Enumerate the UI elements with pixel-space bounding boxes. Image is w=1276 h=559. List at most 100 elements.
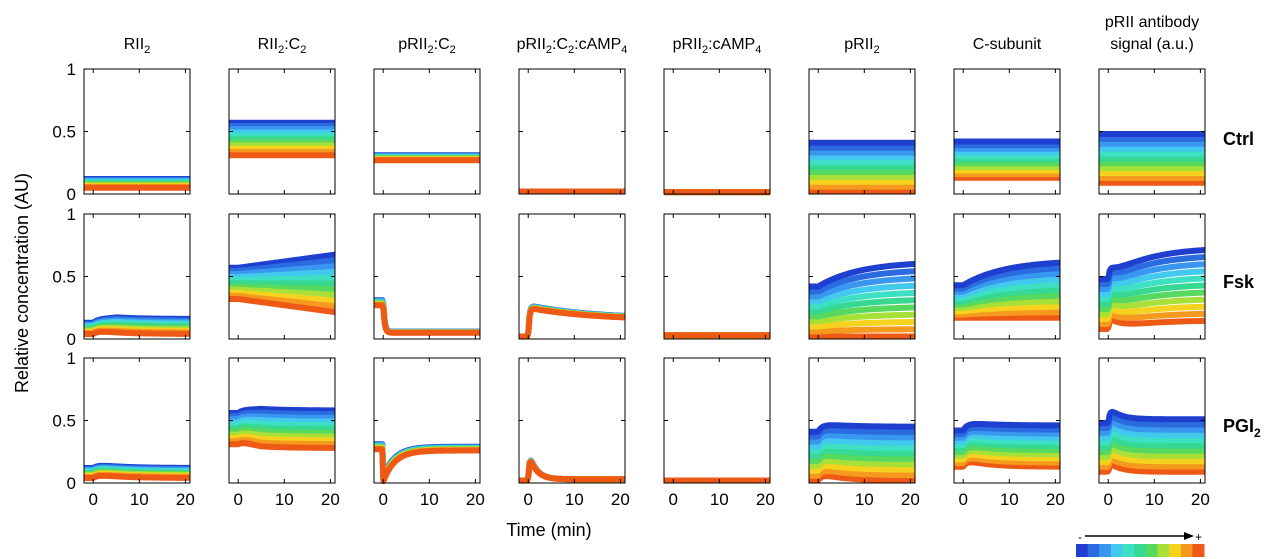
series-line — [1097, 451, 1207, 465]
y-tick-label: 0.5 — [52, 412, 76, 431]
colorbar-minus-label: - — [1078, 530, 1082, 544]
series-line — [227, 251, 337, 271]
row-label-text: Fsk — [1223, 272, 1255, 292]
colorbar-legend: - + — [1076, 530, 1205, 557]
y-tick-label: 0.5 — [52, 268, 76, 287]
x-tick-label: 10 — [855, 490, 874, 509]
series-line — [517, 306, 627, 340]
panel-frame — [83, 68, 191, 195]
panel-frame — [373, 68, 481, 195]
x-tick-label: 20 — [901, 490, 920, 509]
series-line — [952, 420, 1062, 434]
column-title: RII2:C2 — [258, 36, 307, 56]
series-line — [952, 444, 1062, 456]
colorbar-plus-label: + — [1195, 530, 1202, 544]
series-line — [1097, 457, 1207, 470]
column-title: pRII2:cAMP4 — [673, 36, 762, 56]
row-label: PGI2 — [1223, 416, 1261, 440]
x-tick-label: 10 — [1145, 490, 1164, 509]
series-line — [227, 289, 337, 304]
panel-PGI_2-pRII antibody signal (a.u.): 0 10 20 — [1097, 357, 1210, 509]
series-line — [1097, 261, 1207, 292]
colorbar-swatch — [1157, 544, 1170, 557]
x-tick-label: 20 — [1191, 490, 1210, 509]
panel-Ctrl-pRII_2:C_2:cAMP_4 — [517, 68, 627, 195]
series-line — [372, 300, 482, 336]
series-line — [227, 413, 337, 423]
series-line — [952, 298, 1062, 311]
series-line — [227, 257, 337, 274]
panel-Fsk-pRII_2:cAMP_4 — [662, 213, 772, 340]
panel-frame — [663, 68, 771, 195]
series-line — [807, 311, 917, 325]
series-line — [807, 432, 917, 445]
series-line — [952, 281, 1062, 302]
series-line — [952, 451, 1062, 463]
series-line — [807, 437, 917, 450]
row-label: Ctrl — [1223, 129, 1254, 149]
panel-frame — [373, 213, 481, 340]
title-text: :C — [434, 36, 450, 53]
x-tick-label: 20 — [611, 490, 630, 509]
series-line — [372, 299, 482, 336]
title-text: :cAMP — [574, 36, 621, 53]
panel-frame — [663, 213, 771, 340]
series-line — [952, 455, 1062, 467]
series-line — [82, 472, 192, 481]
x-tick-label: 0 — [668, 490, 677, 509]
panel-Ctrl-pRII_2 — [807, 68, 917, 195]
series-line — [1097, 419, 1207, 436]
colorbar-swatch — [1087, 544, 1100, 557]
panel-frame — [518, 213, 626, 340]
title-text: pRII — [398, 36, 427, 53]
series-line — [807, 447, 917, 460]
title-text: RII — [258, 36, 278, 53]
column-titles: RII2 RII2:C2 pRII2:C2 pRII2:C2:cAMP4 pRII2:c… — [124, 14, 1199, 56]
series-line — [1097, 430, 1207, 446]
title-text: :C — [284, 36, 300, 53]
series-line — [372, 297, 482, 335]
series-line — [1097, 289, 1207, 312]
x-tick-label: 0 — [88, 490, 97, 509]
x-tick-label: 20 — [466, 490, 485, 509]
subscript: 2 — [300, 44, 306, 56]
colorbar-swatch — [1192, 544, 1205, 557]
panel-PGI_2-RII_2: 00.510 10 20 — [52, 349, 194, 509]
x-axis-label: Time (min) — [506, 520, 591, 540]
arrow-head-icon — [1184, 532, 1194, 540]
series-line — [807, 452, 917, 464]
title-text: :cAMP — [708, 36, 755, 53]
y-tick-label: 1 — [67, 205, 76, 224]
series-line — [952, 259, 1062, 289]
series-line — [807, 297, 917, 315]
series-line — [952, 432, 1062, 445]
series-line — [952, 459, 1062, 470]
subscript: 2 — [546, 44, 552, 56]
panel-frame — [518, 68, 626, 195]
panel-Fsk-pRII_2 — [807, 213, 917, 340]
series-line — [807, 468, 917, 479]
title-text: pRII — [844, 36, 873, 53]
subscript: 2 — [874, 44, 880, 56]
subscript: 2 — [568, 44, 574, 56]
y-tick-label: 1 — [67, 349, 76, 368]
panel-Fsk-RII_2: 00.51 — [52, 205, 192, 349]
series-line — [952, 424, 1062, 438]
series-line — [227, 274, 337, 284]
series-line — [952, 447, 1062, 459]
y-tick-label: 1 — [67, 60, 76, 79]
series-line — [1097, 441, 1207, 456]
series-line — [952, 428, 1062, 441]
panel-frame — [663, 357, 771, 484]
colorbar-swatch — [1110, 544, 1124, 557]
series-line — [807, 473, 917, 484]
panel-PGI_2-pRII_2: 0 10 20 — [807, 357, 920, 509]
x-tick-label: 0 — [233, 490, 242, 509]
series-line — [807, 260, 917, 290]
series-line — [807, 304, 917, 320]
title-text: C-subunit — [973, 36, 1042, 53]
row-label: Fsk — [1223, 272, 1255, 292]
panel-PGI_2-C-subunit: 0 10 20 — [952, 357, 1065, 509]
